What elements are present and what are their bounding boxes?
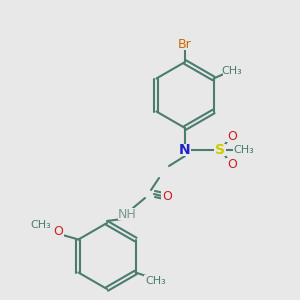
FancyBboxPatch shape [226, 158, 238, 170]
Text: CH₃: CH₃ [221, 65, 242, 76]
Text: S: S [215, 143, 225, 157]
FancyBboxPatch shape [144, 274, 168, 286]
FancyBboxPatch shape [52, 226, 64, 238]
Text: O: O [227, 130, 237, 142]
Text: O: O [53, 225, 63, 238]
Text: CH₃: CH₃ [30, 220, 51, 230]
FancyBboxPatch shape [214, 144, 226, 156]
Text: O: O [162, 190, 172, 202]
Text: N: N [179, 143, 191, 157]
FancyBboxPatch shape [179, 144, 191, 156]
FancyBboxPatch shape [28, 220, 52, 232]
Text: O: O [227, 158, 237, 170]
Text: CH₃: CH₃ [234, 145, 254, 155]
FancyBboxPatch shape [233, 144, 255, 156]
FancyBboxPatch shape [223, 64, 241, 76]
Text: NH: NH [118, 208, 136, 220]
FancyBboxPatch shape [226, 130, 238, 142]
Text: Br: Br [178, 38, 192, 50]
FancyBboxPatch shape [118, 208, 136, 220]
FancyBboxPatch shape [161, 190, 173, 202]
FancyBboxPatch shape [175, 38, 195, 50]
Text: CH₃: CH₃ [145, 275, 166, 286]
